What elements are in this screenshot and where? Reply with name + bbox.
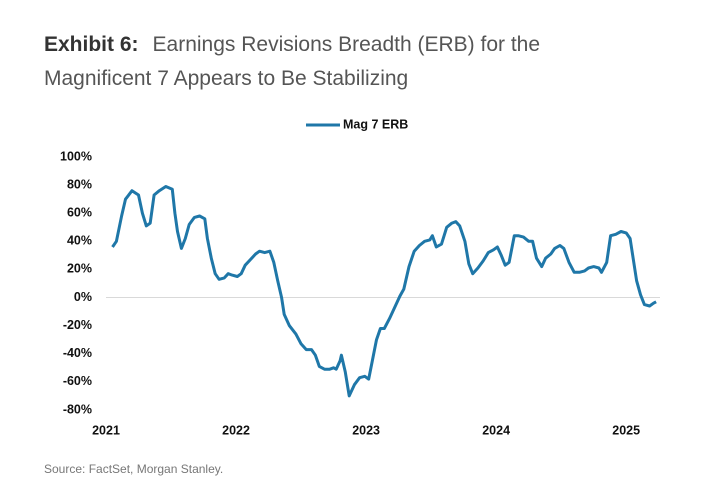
y-tick-label: 80% bbox=[67, 177, 92, 191]
x-tick-label: 2021 bbox=[92, 423, 120, 437]
y-tick-label: -60% bbox=[63, 374, 92, 388]
y-tick-label: 100% bbox=[60, 149, 92, 163]
y-tick-label: 0% bbox=[74, 290, 92, 304]
title-label: Exhibit 6: bbox=[44, 33, 139, 56]
title-text: Earnings Revisions Breadth (ERB) for the… bbox=[44, 33, 541, 90]
y-tick-label: -40% bbox=[63, 346, 92, 360]
x-tick-label: 2022 bbox=[222, 423, 250, 437]
y-tick-label: 60% bbox=[67, 206, 92, 220]
chart-title: Exhibit 6: Earnings Revisions Breadth (ER… bbox=[44, 28, 604, 96]
chart: -80% -60% -40% -20% 0% 20% 40% 60% 80% 100% 2021 20… bbox=[60, 117, 660, 437]
y-tick-label: -80% bbox=[63, 402, 92, 416]
legend-label: Mag 7 ERB bbox=[343, 117, 408, 131]
x-tick-label: 2023 bbox=[352, 423, 380, 437]
y-tick-label: 40% bbox=[67, 234, 92, 248]
y-tick-label: 20% bbox=[67, 262, 92, 276]
x-tick-label: 2025 bbox=[612, 423, 640, 437]
y-tick-label: -20% bbox=[63, 318, 92, 332]
source: Source: FactSet, Morgan Stanley. bbox=[44, 462, 224, 476]
data-line bbox=[111, 185, 657, 398]
x-tick-label: 2024 bbox=[482, 423, 510, 437]
